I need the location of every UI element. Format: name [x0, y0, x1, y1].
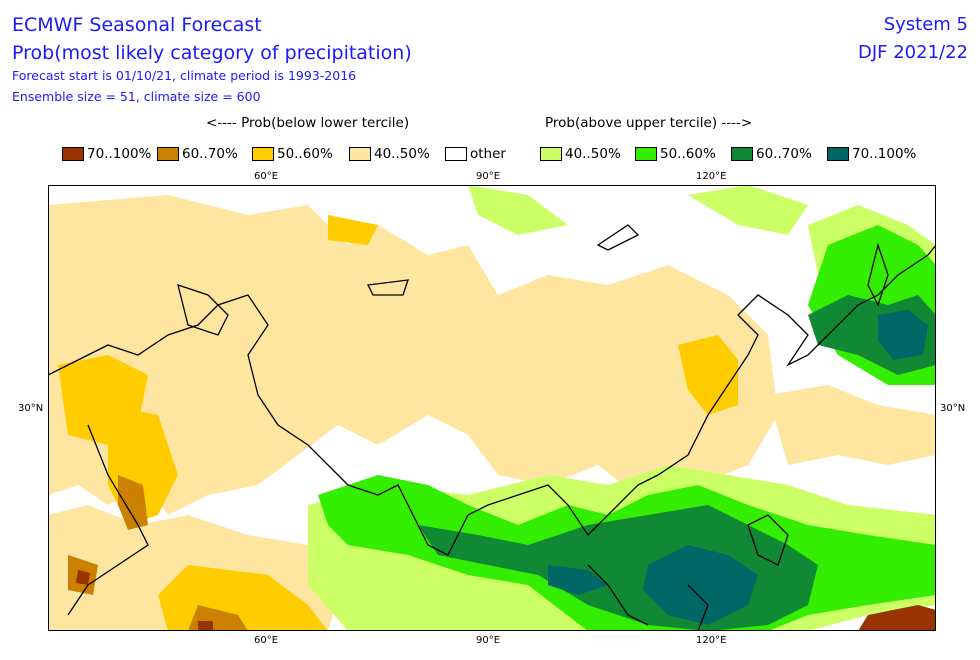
top-tick-90e: 90°E: [476, 171, 501, 182]
forecast-start-info: Forecast start is 01/10/21, climate peri…: [12, 68, 357, 83]
legend-item: 60..70%: [731, 146, 812, 162]
legend-item: other: [445, 146, 506, 162]
bottom-tick-90e: 90°E: [476, 635, 501, 646]
legend-swatch: [157, 147, 179, 161]
legend-label: 60..70%: [182, 146, 238, 162]
legend-above-heading: Prob(above upper tercile) ---->: [545, 115, 753, 131]
legend-below-heading: <---- Prob(below lower tercile): [206, 115, 410, 131]
legend-label: 70..100%: [852, 146, 917, 162]
coastlines: [48, 224, 936, 631]
legend-swatch: [62, 147, 84, 161]
legend-swatch: [445, 147, 467, 161]
legend-swatch: [540, 147, 562, 161]
legend-item: 60..70%: [157, 146, 238, 162]
legend-label: 70..100%: [87, 146, 152, 162]
top-tick-120e: 120°E: [696, 171, 727, 182]
legend-item: 50..60%: [635, 146, 716, 162]
legend-label: 50..60%: [277, 146, 333, 162]
legend-item: 40..50%: [349, 146, 430, 162]
bottom-tick-60e: 60°E: [254, 635, 279, 646]
legend-swatch: [635, 147, 657, 161]
legend-label: 60..70%: [756, 146, 812, 162]
legend-label: 50..60%: [660, 146, 716, 162]
legend-label: 40..50%: [565, 146, 621, 162]
legend-item: 70..100%: [62, 146, 151, 162]
legend-swatch: [731, 147, 753, 161]
legend-swatch: [252, 147, 274, 161]
map-frame: [48, 185, 936, 631]
right-tick-30n: 30°N: [940, 403, 966, 414]
above-70-100-regions: [548, 310, 928, 625]
below-70-100-regions: [76, 570, 936, 631]
ensemble-info: Ensemble size = 51, climate size = 600: [12, 89, 261, 104]
legend-item: 50..60%: [252, 146, 333, 162]
legend-swatch: [349, 147, 371, 161]
legend-label: 40..50%: [374, 146, 430, 162]
forecast-title: ECMWF Seasonal Forecast: [12, 14, 262, 36]
system-label: System 5: [883, 14, 968, 35]
season-label: DJF 2021/22: [857, 42, 968, 63]
forecast-subtitle: Prob(most likely category of precipitati…: [12, 42, 412, 64]
bottom-tick-120e: 120°E: [696, 635, 727, 646]
legend-swatch: [827, 147, 849, 161]
left-tick-30n: 30°N: [18, 403, 44, 414]
probability-map: [48, 185, 936, 631]
legend-label: other: [470, 146, 506, 162]
top-tick-60e: 60°E: [254, 171, 279, 182]
legend-item: 40..50%: [540, 146, 621, 162]
legend-item: 70..100%: [827, 146, 916, 162]
